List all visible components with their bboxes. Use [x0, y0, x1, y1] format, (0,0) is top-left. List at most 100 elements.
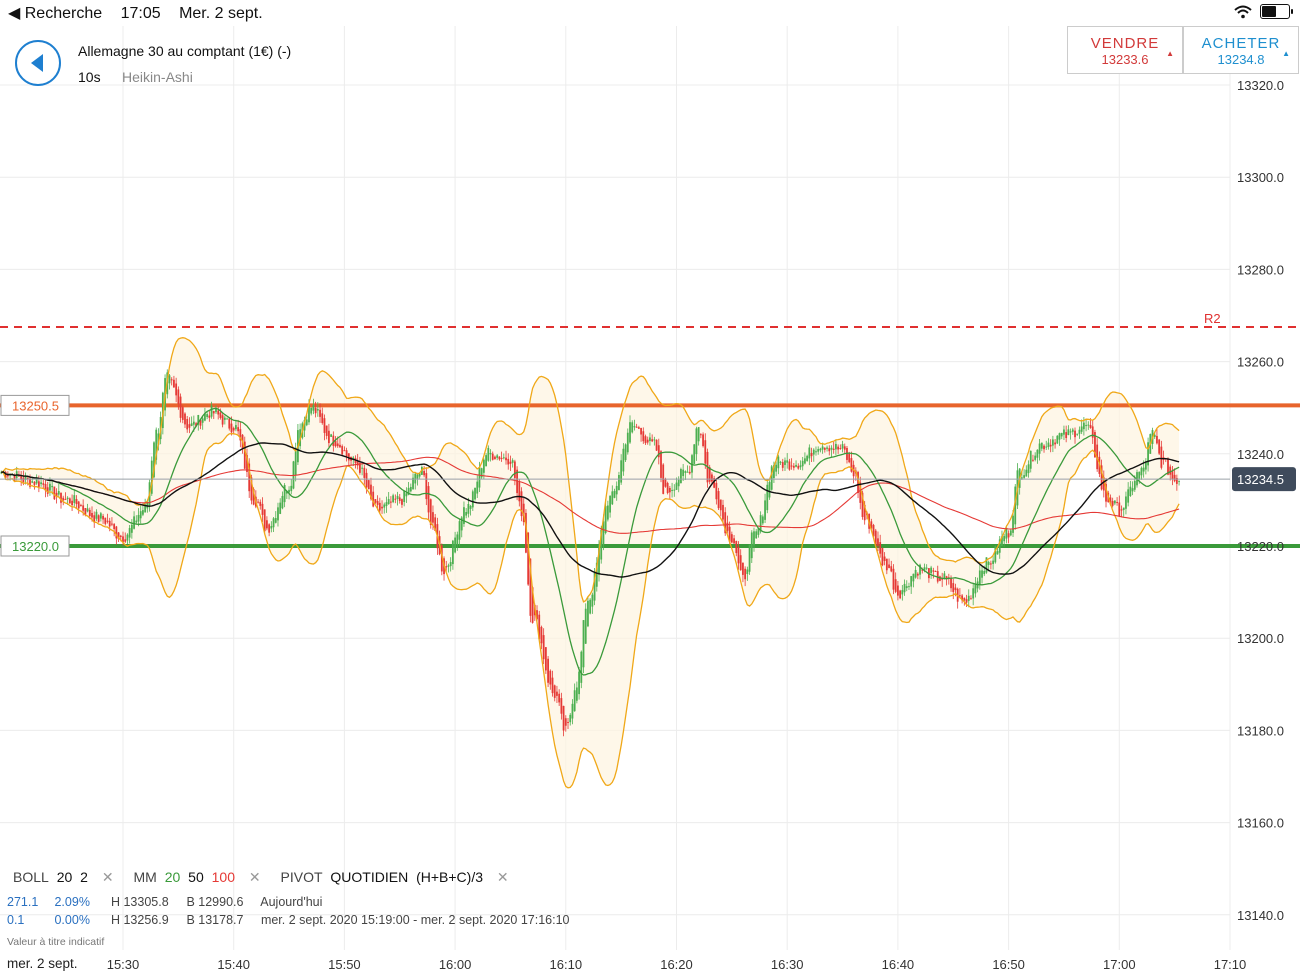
- candle-body: [394, 498, 397, 500]
- candle-body: [381, 506, 383, 509]
- candle-body: [998, 539, 1001, 553]
- candle-body: [1100, 465, 1103, 490]
- candle-body: [850, 458, 853, 472]
- candle-body: [1171, 470, 1174, 480]
- candle-body: [128, 528, 131, 538]
- candle-body: [199, 419, 202, 426]
- candle-body: [571, 703, 574, 719]
- chart-type-selector[interactable]: Heikin-Ashi: [122, 69, 193, 85]
- candle-body: [1142, 467, 1145, 472]
- candle-body: [828, 448, 831, 452]
- candle-body: [584, 608, 587, 644]
- candle-body: [467, 504, 470, 514]
- candle-body: [347, 453, 350, 461]
- candle-body: [173, 379, 175, 388]
- candle-body: [790, 465, 793, 467]
- pivot-formula: (H+B+C)/3: [416, 869, 484, 885]
- timeframe-selector[interactable]: 10s: [78, 69, 101, 85]
- candle-body: [505, 457, 507, 461]
- candle-body: [815, 451, 817, 453]
- candle-body: [66, 497, 69, 500]
- y-tick-label: 13200.0: [1237, 631, 1284, 646]
- candle-body: [912, 573, 915, 582]
- candle-body: [1078, 429, 1081, 434]
- candle-body: [150, 460, 153, 494]
- sell-button[interactable]: VENDRE 13233.6 ▲: [1067, 26, 1183, 74]
- back-to-app-link[interactable]: ◀ Recherche: [8, 5, 103, 22]
- candle-body: [95, 511, 98, 519]
- candle-body: [135, 520, 138, 523]
- candle-body: [666, 482, 669, 494]
- candle-body: [575, 687, 578, 701]
- candle-body: [1012, 515, 1014, 533]
- candle-body: [1076, 433, 1079, 435]
- candle-body: [454, 537, 456, 553]
- candle-body: [1156, 435, 1158, 444]
- buy-button[interactable]: ACHETER 13234.8 ▲: [1183, 26, 1299, 74]
- mm-label[interactable]: MM: [133, 869, 157, 885]
- candle-body: [726, 522, 729, 531]
- candle-body: [775, 464, 778, 472]
- x-tick-label: 16:40: [882, 957, 915, 972]
- candle-body: [445, 566, 448, 568]
- candle-body: [192, 421, 195, 425]
- remove-pivot-icon[interactable]: ✕: [496, 869, 509, 885]
- candle-body: [945, 576, 948, 579]
- pivot-type: QUOTIDIEN: [330, 869, 409, 885]
- candle-body: [423, 470, 426, 476]
- candle-body: [432, 512, 434, 523]
- candle-body: [544, 647, 547, 671]
- candle-body: [303, 419, 306, 431]
- candle-body: [465, 511, 468, 516]
- candle-body: [119, 535, 122, 538]
- candle-body: [1122, 507, 1125, 510]
- candle-body: [606, 505, 609, 520]
- candle-body: [1169, 466, 1172, 475]
- candle-body: [232, 427, 235, 431]
- candle-body: [374, 499, 377, 503]
- candle-body: [688, 471, 691, 474]
- candle-body: [190, 423, 193, 426]
- candle-body: [277, 507, 279, 521]
- y-tick-label: 13240.0: [1237, 447, 1284, 462]
- candle-body: [624, 444, 627, 461]
- candle-body: [226, 418, 228, 420]
- pivot-label[interactable]: PIVOT: [280, 869, 323, 885]
- candle-body: [892, 568, 895, 590]
- buy-label: ACHETER: [1201, 35, 1281, 52]
- candle-body: [1133, 480, 1136, 490]
- candle-body: [560, 698, 563, 714]
- candle-body: [801, 460, 804, 467]
- candle-body: [1111, 500, 1114, 506]
- candle-body: [684, 471, 687, 473]
- remove-boll-icon[interactable]: ✕: [101, 869, 114, 885]
- candle-body: [877, 538, 879, 546]
- candle-body: [1138, 471, 1141, 479]
- candle-body: [1069, 431, 1072, 433]
- boll-label[interactable]: BOLL: [13, 869, 49, 885]
- candle-body: [522, 503, 525, 523]
- candle-body: [1120, 509, 1123, 511]
- bollinger-upper: [0, 337, 1180, 603]
- candle-body: [1040, 442, 1043, 449]
- candle-body: [615, 485, 618, 495]
- candle-body: [124, 539, 127, 542]
- candle-body: [936, 571, 939, 582]
- candle-body: [916, 573, 919, 576]
- period-today: Aujourd'hui: [260, 895, 323, 909]
- candle-body: [268, 524, 271, 533]
- instrument-title[interactable]: Allemagne 30 au comptant (1€) (-): [78, 43, 292, 59]
- candle-body: [835, 443, 837, 450]
- candle-body: [184, 413, 186, 425]
- candle-body: [396, 495, 399, 499]
- candle-body: [80, 504, 82, 506]
- candle-body: [631, 422, 634, 433]
- remove-mm-icon[interactable]: ✕: [248, 869, 261, 885]
- candle-body: [1140, 467, 1143, 476]
- candle-body: [55, 492, 58, 497]
- candle-body: [263, 509, 266, 532]
- candle-body: [376, 500, 379, 505]
- candle-body: [784, 460, 786, 465]
- back-button[interactable]: [15, 40, 61, 86]
